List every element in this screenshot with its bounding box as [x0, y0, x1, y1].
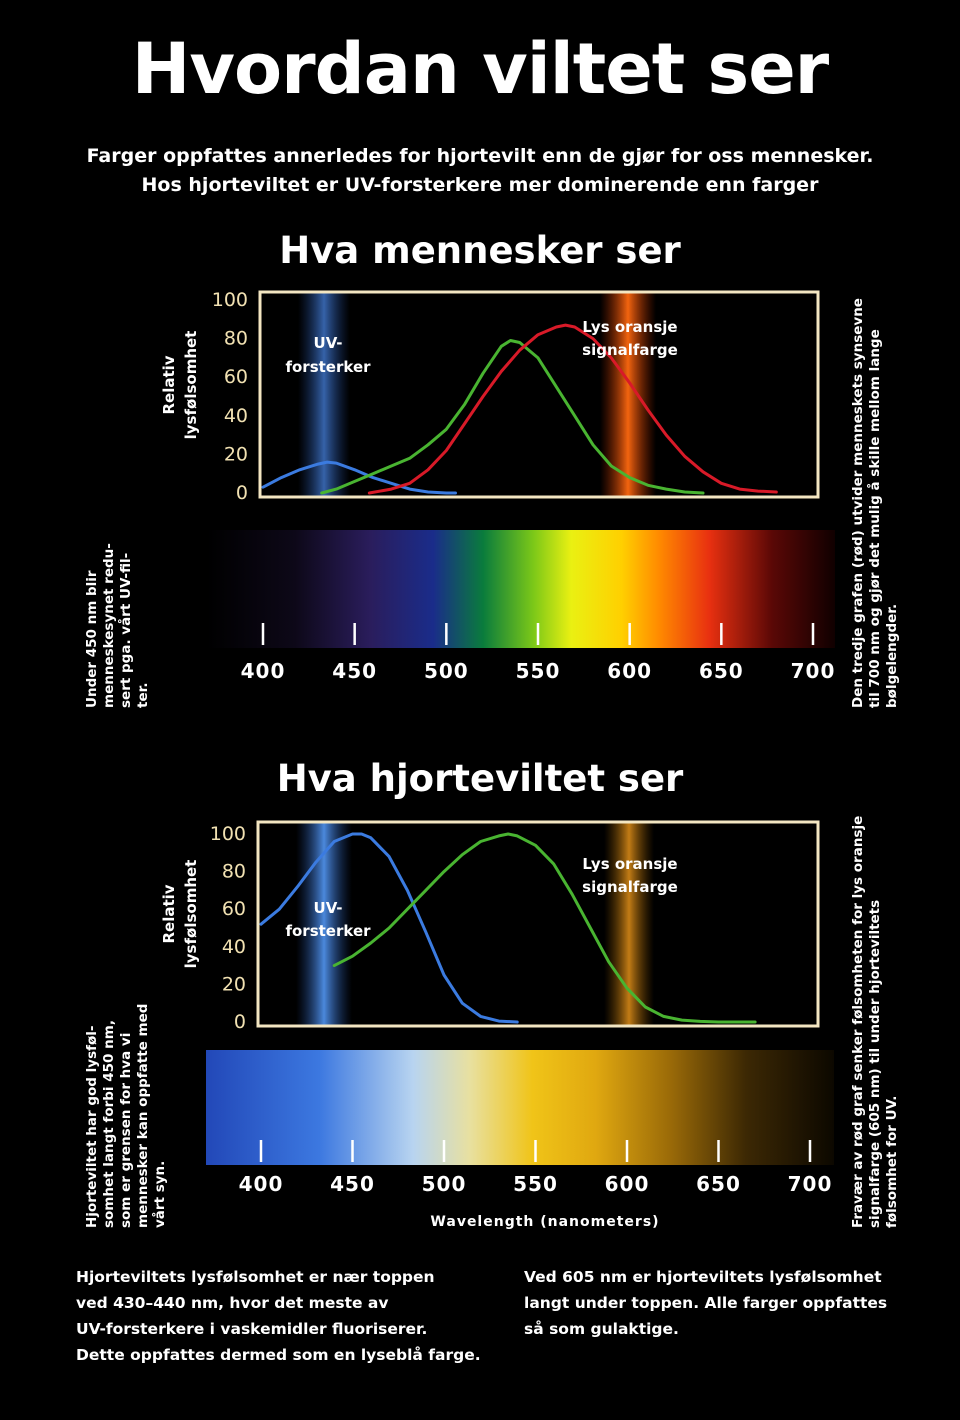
x-tick-label: 650: [699, 659, 744, 683]
y-tick-label: 60: [224, 366, 248, 388]
y-tick-label: 80: [224, 328, 248, 350]
svg-text:lysfølsomhet: lysfølsomhet: [182, 331, 200, 440]
subtitle-line: Hos hjorteviltet er UV-forsterkere mer d…: [141, 174, 819, 196]
human-sensitivity-chart: 100 80 60 40 20 0 Relativ lysfølsomhet UV- fo…: [160, 289, 836, 683]
y-tick-label: 100: [210, 823, 246, 845]
plot-frame: [258, 290, 820, 499]
curves: [261, 323, 778, 495]
visible-spectrum-bar: [207, 530, 835, 648]
y-tick-label: 60: [222, 898, 246, 920]
x-tick-label: 700: [788, 1172, 833, 1196]
x-tick-label: 700: [791, 659, 836, 683]
x-tick-label: 450: [330, 1172, 375, 1196]
svg-text:signalfarge: signalfarge: [582, 341, 678, 359]
deer-sensitivity-chart: 100 80 60 40 20 0 Relativ lysfølsomhet UV- fo…: [160, 820, 834, 1230]
bottom-note-right: Ved 605 nm er hjorteviltets lysfølsomhet…: [524, 1268, 888, 1338]
blue-sensitivity-curve: [259, 832, 519, 1024]
human-right-note: Den tredje grafen (rød) utvider menneske…: [850, 298, 900, 708]
x-tick-label: 550: [513, 1172, 558, 1196]
x-tick-label: 600: [605, 1172, 650, 1196]
human-left-note: Under 450 nm blir menneskesynet redu- se…: [84, 543, 151, 708]
uv-band-label: UV- forsterker: [285, 334, 371, 376]
x-axis: 400 450 500 550 600 650 700: [239, 1140, 833, 1196]
uv-band-label: UV- forsterker: [285, 899, 371, 940]
y-tick-label: 0: [234, 1011, 246, 1033]
svg-text:signalfarge: signalfarge: [582, 878, 678, 896]
blue-sensitivity-curve: [261, 460, 457, 495]
svg-text:Lys oransje: Lys oransje: [582, 318, 677, 336]
y-tick-label: 20: [224, 443, 248, 465]
deer-right-note: Fravær av rød graf senker følsomheten fo…: [850, 815, 900, 1228]
x-tick-label: 650: [696, 1172, 741, 1196]
x-tick-label: 500: [424, 659, 469, 683]
green-sensitivity-curve: [332, 832, 757, 1024]
x-axis-title: Wavelength (nanometers): [430, 1214, 659, 1230]
orange-signal-band: [604, 822, 654, 1026]
x-tick-label: 600: [607, 659, 652, 683]
x-axis: 400 450 500 550 600 650 700: [241, 623, 836, 683]
curves: [259, 832, 757, 1024]
y-tick-label: 20: [222, 973, 246, 995]
green-sensitivity-curve: [320, 339, 705, 495]
orange-band-label: Lys oransje signalfarge: [582, 318, 678, 359]
svg-text:Relativ: Relativ: [160, 355, 178, 414]
subtitle-line: Farger oppfattes annerledes for hjortevi…: [86, 145, 874, 167]
orange-band-label: Lys oransje signalfarge: [582, 855, 678, 896]
y-tick-label: 0: [236, 482, 248, 504]
x-tick-label: 450: [332, 659, 377, 683]
svg-text:forsterker: forsterker: [285, 358, 371, 376]
page-title: Hvordan viltet ser: [131, 28, 829, 110]
page-subtitle: Farger oppfattes annerledes for hjortevi…: [0, 142, 960, 200]
x-tick-label: 400: [239, 1172, 284, 1196]
svg-text:Lys oransje: Lys oransje: [582, 855, 677, 873]
svg-text:UV-: UV-: [314, 899, 343, 917]
y-tick-label: 40: [222, 936, 246, 958]
y-axis-label: Relativ lysfølsomhet: [160, 331, 200, 440]
plot-frame: [256, 820, 820, 1028]
bottom-note-left: Hjorteviltets lysfølsomhet er nær toppen…: [76, 1268, 481, 1364]
deer-spectrum-bar: [206, 1050, 834, 1165]
deer-left-note: Hjorteviltet har god lysføl- somhet lang…: [84, 1003, 168, 1228]
red-sensitivity-curve: [367, 323, 778, 495]
deer-chart-title: Hva hjorteviltet ser: [276, 757, 684, 800]
y-axis-label: Relativ lysfølsomhet: [160, 860, 200, 969]
y-tick-label: 100: [212, 289, 248, 311]
y-tick-label: 80: [222, 861, 246, 883]
svg-text:UV-: UV-: [314, 334, 343, 352]
y-axis: 100 80 60 40 20 0: [212, 289, 248, 504]
svg-text:forsterker: forsterker: [285, 922, 371, 940]
y-axis: 100 80 60 40 20 0: [210, 823, 246, 1033]
x-tick-label: 500: [422, 1172, 467, 1196]
human-chart-title: Hva mennesker ser: [279, 229, 681, 272]
svg-text:Relativ: Relativ: [160, 884, 178, 943]
x-tick-label: 550: [516, 659, 561, 683]
y-tick-label: 40: [224, 405, 248, 427]
svg-text:lysfølsomhet: lysfølsomhet: [182, 860, 200, 969]
uv-band: [296, 822, 352, 1026]
x-tick-label: 400: [241, 659, 286, 683]
